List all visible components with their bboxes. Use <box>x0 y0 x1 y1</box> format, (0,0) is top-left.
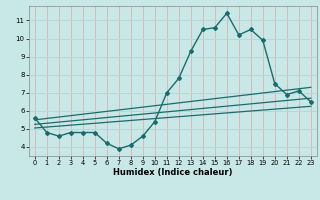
X-axis label: Humidex (Indice chaleur): Humidex (Indice chaleur) <box>113 168 233 177</box>
